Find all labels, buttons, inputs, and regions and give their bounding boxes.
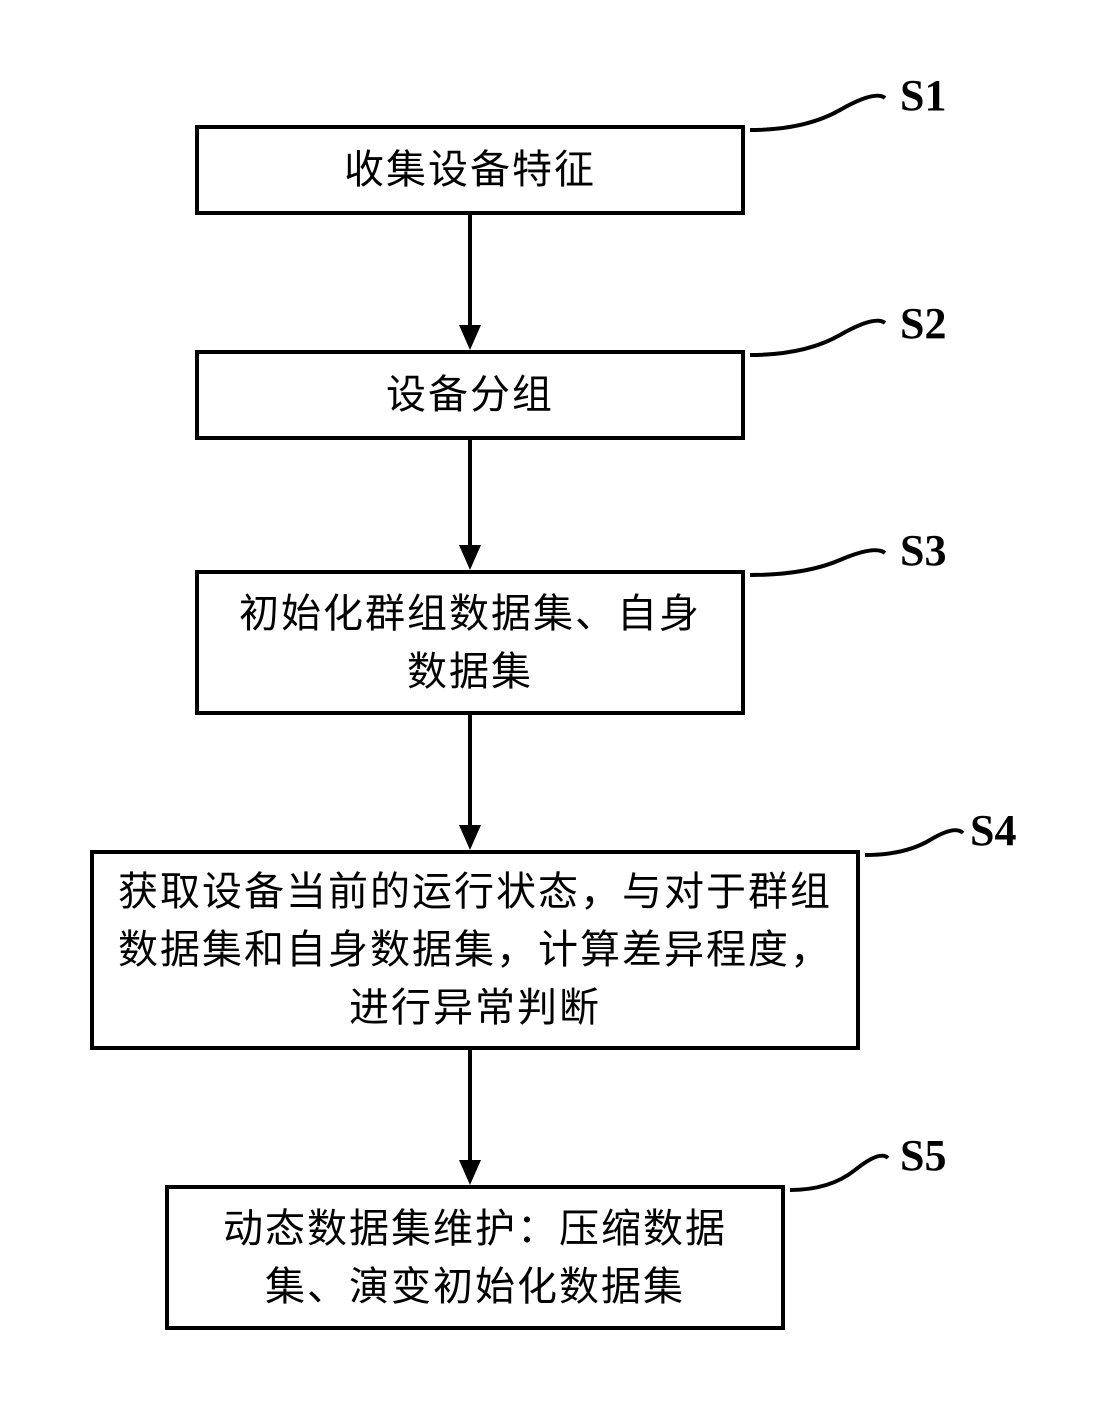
node-s4: 获取设备当前的运行状态，与对于群组数据集和自身数据集，计算差异程度，进行异常判断 bbox=[90, 850, 860, 1050]
node-s3: 初始化群组数据集、自身数据集 bbox=[195, 570, 745, 715]
arrow-s3-s4 bbox=[455, 715, 485, 855]
node-s3-text: 初始化群组数据集、自身数据集 bbox=[219, 585, 721, 701]
label-s5: S5 bbox=[900, 1130, 946, 1181]
callout-s5 bbox=[785, 1140, 905, 1200]
callout-s1 bbox=[745, 80, 905, 140]
node-s1: 收集设备特征 bbox=[195, 125, 745, 215]
arrow-s1-s2 bbox=[455, 215, 485, 355]
arrow-s2-s3 bbox=[455, 440, 485, 575]
callout-s3 bbox=[745, 535, 905, 590]
callout-s4 bbox=[860, 815, 980, 870]
node-s5-text: 动态数据集维护：压缩数据集、演变初始化数据集 bbox=[189, 1200, 761, 1316]
node-s1-text: 收集设备特征 bbox=[344, 141, 596, 199]
label-s3: S3 bbox=[900, 525, 946, 576]
node-s2-text: 设备分组 bbox=[386, 366, 554, 424]
callout-s2 bbox=[745, 307, 905, 367]
node-s2: 设备分组 bbox=[195, 350, 745, 440]
arrow-s4-s5 bbox=[455, 1050, 485, 1190]
label-s2: S2 bbox=[900, 298, 946, 349]
node-s5: 动态数据集维护：压缩数据集、演变初始化数据集 bbox=[165, 1185, 785, 1330]
label-s1: S1 bbox=[900, 70, 946, 121]
label-s4: S4 bbox=[970, 805, 1016, 856]
node-s4-text: 获取设备当前的运行状态，与对于群组数据集和自身数据集，计算差异程度，进行异常判断 bbox=[114, 863, 836, 1037]
